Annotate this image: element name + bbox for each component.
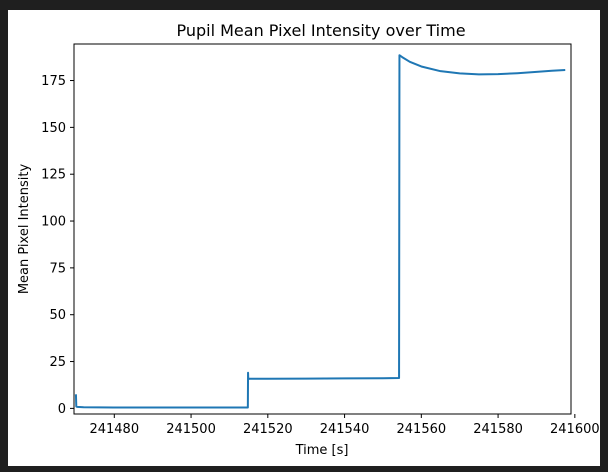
y-tick-label: 150: [41, 121, 66, 136]
y-tick-label: 25: [49, 355, 66, 370]
series-line: [74, 54, 566, 409]
x-tick-label: 241500: [166, 422, 216, 437]
y-tick-label: 125: [41, 168, 66, 183]
chart-title: Pupil Mean Pixel Intensity over Time: [176, 21, 465, 40]
x-tick-label: 241520: [243, 422, 293, 437]
x-axis-label: Time [s]: [295, 443, 349, 458]
y-tick-label: 175: [41, 74, 66, 89]
y-tick-label: 0: [58, 402, 66, 417]
y-tick-label: 75: [49, 261, 66, 276]
x-tick-label: 241480: [89, 422, 139, 437]
x-tick-label: 241560: [397, 422, 447, 437]
y-tick-label: 100: [41, 215, 66, 230]
x-tick-label: 241600: [550, 422, 600, 437]
y-axis-label: Mean Pixel Intensity: [17, 164, 32, 295]
chart-figure: Pupil Mean Pixel Intensity over Time Tim…: [8, 10, 600, 466]
plot-area: [74, 54, 566, 409]
y-tick-label: 50: [49, 308, 66, 323]
line-chart: Pupil Mean Pixel Intensity over Time Tim…: [17, 21, 600, 458]
x-tick-label: 241540: [320, 422, 370, 437]
axes-frame: [73, 43, 572, 415]
x-tick-label: 241580: [473, 422, 523, 437]
